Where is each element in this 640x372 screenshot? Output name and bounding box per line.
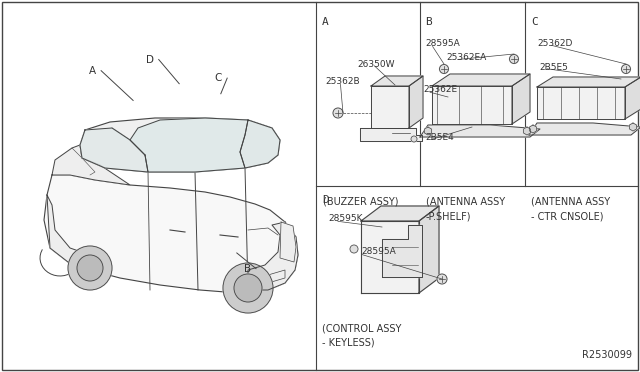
Circle shape — [437, 274, 447, 284]
Polygon shape — [248, 222, 298, 290]
Text: 25362D: 25362D — [538, 39, 573, 48]
Text: B: B — [426, 17, 433, 27]
Polygon shape — [529, 123, 640, 135]
Polygon shape — [280, 222, 296, 262]
Polygon shape — [524, 127, 531, 135]
Polygon shape — [360, 128, 422, 141]
Text: 26350W: 26350W — [357, 60, 395, 69]
Text: B: B — [244, 264, 251, 273]
Text: A: A — [322, 17, 329, 27]
Polygon shape — [537, 87, 625, 119]
Polygon shape — [630, 123, 636, 131]
Text: C: C — [531, 17, 538, 27]
Text: (ANTENNA ASSY: (ANTENNA ASSY — [426, 196, 505, 206]
Text: -P.SHELF): -P.SHELF) — [426, 211, 471, 221]
Circle shape — [621, 64, 630, 74]
Polygon shape — [432, 74, 530, 86]
Polygon shape — [537, 77, 640, 87]
Text: (BUZZER ASSY): (BUZZER ASSY) — [323, 196, 399, 206]
Circle shape — [509, 55, 518, 64]
Text: D: D — [146, 55, 154, 64]
Circle shape — [234, 274, 262, 302]
Text: 25362B: 25362B — [325, 77, 360, 86]
Text: 2B5E4: 2B5E4 — [426, 132, 454, 141]
Text: D: D — [322, 195, 329, 205]
Text: 2B5E5: 2B5E5 — [540, 63, 568, 72]
Polygon shape — [52, 145, 130, 185]
Circle shape — [411, 136, 417, 142]
Polygon shape — [371, 76, 423, 86]
Text: - KEYLESS): - KEYLESS) — [322, 337, 374, 347]
Text: (CONTROL ASSY: (CONTROL ASSY — [322, 324, 401, 334]
Circle shape — [77, 255, 103, 281]
Circle shape — [440, 64, 449, 74]
Polygon shape — [512, 74, 530, 124]
Circle shape — [333, 108, 343, 118]
Polygon shape — [130, 118, 248, 172]
Polygon shape — [382, 225, 422, 277]
Text: - CTR CNSOLE): - CTR CNSOLE) — [531, 211, 604, 221]
Circle shape — [223, 263, 273, 313]
Polygon shape — [47, 195, 90, 270]
Polygon shape — [409, 76, 423, 128]
Polygon shape — [44, 175, 298, 293]
Text: A: A — [89, 66, 96, 76]
Polygon shape — [80, 118, 280, 172]
Polygon shape — [419, 206, 439, 293]
Polygon shape — [420, 125, 540, 137]
Polygon shape — [529, 125, 536, 133]
Polygon shape — [80, 128, 148, 172]
Circle shape — [350, 245, 358, 253]
Polygon shape — [361, 221, 419, 293]
Text: 25362EA: 25362EA — [447, 53, 487, 62]
Polygon shape — [240, 120, 280, 168]
Text: 28595A: 28595A — [425, 39, 460, 48]
Text: (ANTENNA ASSY: (ANTENNA ASSY — [531, 196, 611, 206]
Polygon shape — [361, 206, 439, 221]
Polygon shape — [432, 86, 512, 124]
Text: 25362E: 25362E — [423, 85, 457, 94]
Polygon shape — [625, 77, 640, 119]
Text: R2530099: R2530099 — [582, 350, 632, 360]
Polygon shape — [424, 127, 431, 135]
Text: 28595K: 28595K — [328, 214, 363, 223]
Text: 28595A: 28595A — [362, 247, 396, 256]
Polygon shape — [371, 86, 409, 128]
Text: C: C — [215, 73, 222, 83]
Circle shape — [68, 246, 112, 290]
